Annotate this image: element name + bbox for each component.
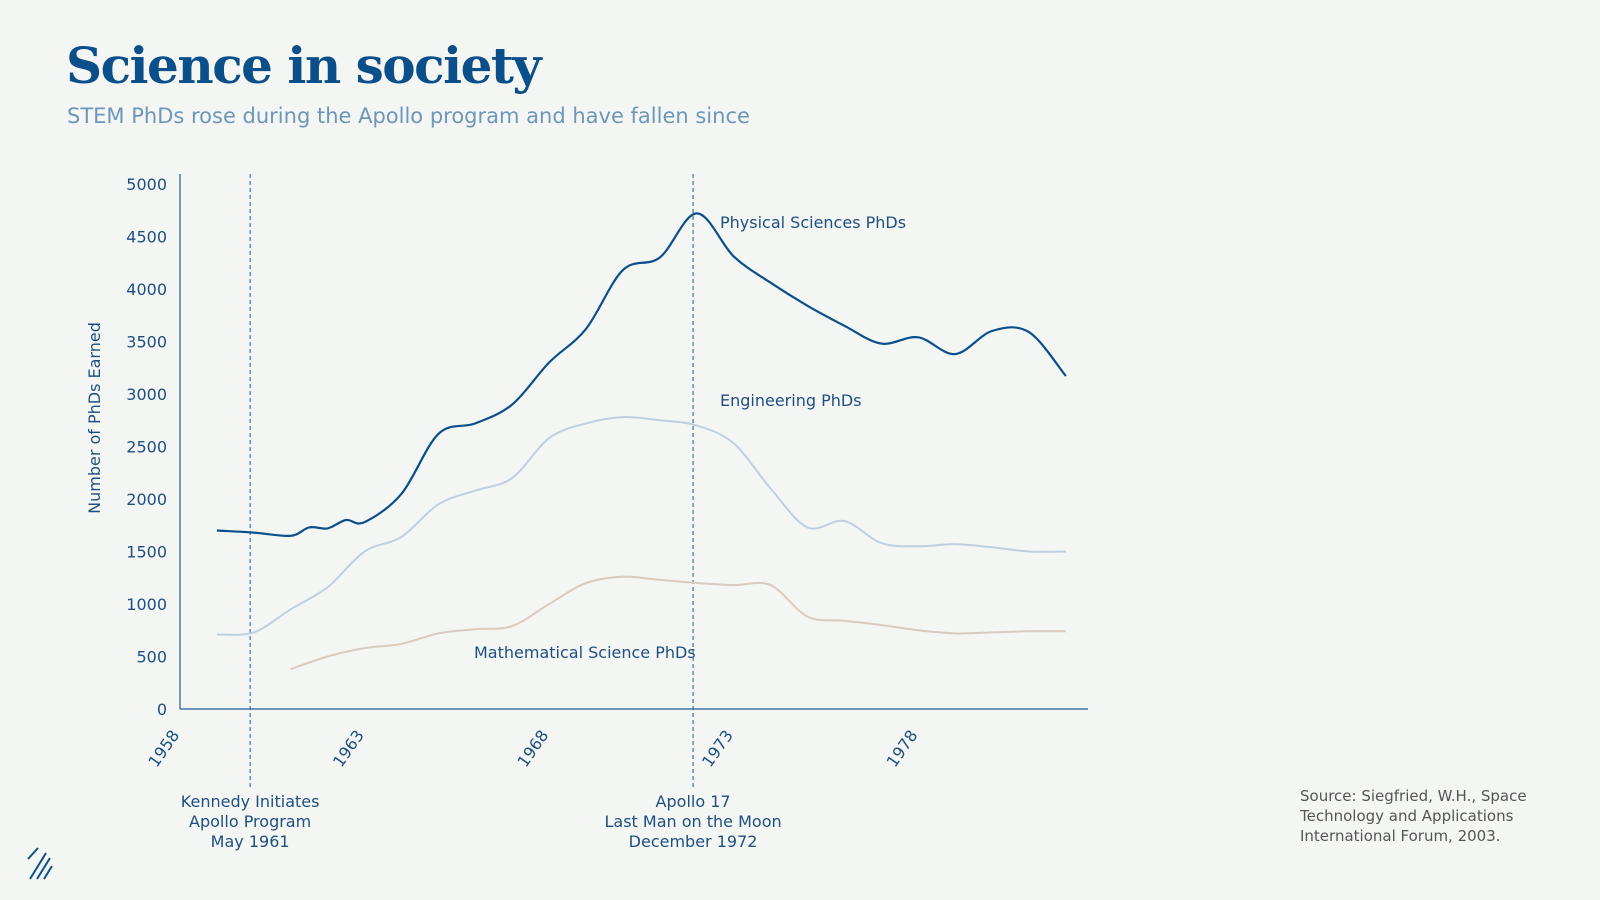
- annotation-text: Last Man on the Moon: [604, 812, 781, 831]
- x-tick-label: 1968: [513, 726, 552, 770]
- y-tick-label: 3000: [126, 385, 167, 404]
- y-tick-label: 5000: [126, 175, 167, 194]
- y-tick-label: 2500: [126, 438, 167, 457]
- y-axis-label: Number of PhDs Earned: [85, 322, 104, 514]
- y-tick-label: 1000: [126, 595, 167, 614]
- y-tick-label: 1500: [126, 543, 167, 562]
- series-line-mathematical-science-phds: [290, 575, 1066, 671]
- page-title: Science in society: [66, 36, 542, 95]
- annotation-text: May 1961: [211, 832, 290, 851]
- annotation-text: December 1972: [629, 832, 758, 851]
- y-tick-label: 4500: [126, 228, 167, 247]
- y-tick-label: 500: [136, 648, 167, 667]
- x-tick-label: 1978: [883, 726, 922, 770]
- y-tick-label: 0: [157, 700, 167, 719]
- x-tick-label: 1958: [144, 726, 183, 770]
- x-tick-label: 1973: [698, 726, 737, 770]
- y-tick-label: 4000: [126, 280, 167, 299]
- x-tick-label: 1963: [329, 726, 368, 770]
- y-tick-label: 2000: [126, 490, 167, 509]
- series-line-physical-sciences-phds: [216, 212, 1067, 538]
- page-subtitle: STEM PhDs rose during the Apollo program…: [67, 104, 750, 128]
- series-label: Engineering PhDs: [720, 391, 862, 410]
- series-line-engineering-phds: [216, 416, 1066, 636]
- y-tick-label: 3500: [126, 333, 167, 352]
- annotation-text: Apollo Program: [189, 812, 311, 831]
- annotation-text: Apollo 17: [656, 792, 731, 811]
- series-label: Mathematical Science PhDs: [474, 643, 696, 662]
- annotation-text: Kennedy Initiates: [181, 792, 320, 811]
- brand-logo-icon: [27, 847, 53, 880]
- source-note: Source: Siegfried, W.H., Space Technolog…: [1300, 787, 1527, 845]
- series-label: Physical Sciences PhDs: [720, 213, 906, 232]
